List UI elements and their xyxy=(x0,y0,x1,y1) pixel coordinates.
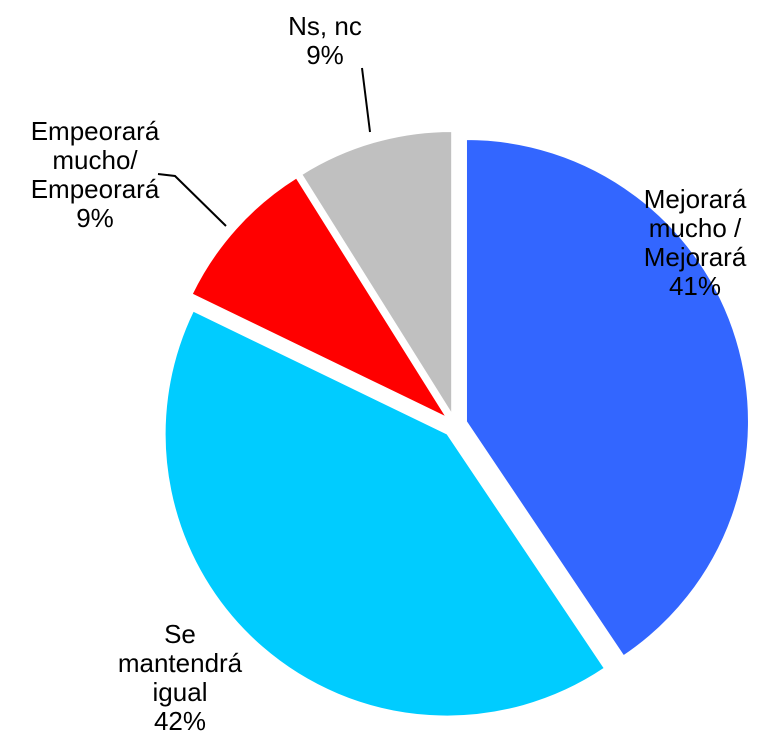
category-label: Se mantendrá igual xyxy=(117,619,243,707)
leader-line xyxy=(361,67,371,133)
value-label: 42% xyxy=(153,706,207,736)
pie-slice xyxy=(191,177,448,419)
category-label: Mejorará mucho / Mejorará xyxy=(643,184,747,272)
category-label: Empeorará mucho/ Empeorará xyxy=(30,116,160,204)
pie-slice xyxy=(301,130,453,416)
value-label: 41% xyxy=(668,271,722,301)
value-label: 9% xyxy=(76,203,114,233)
leader-line xyxy=(157,173,227,227)
value-label: 9% xyxy=(306,40,344,70)
slice-label: Ns, nc 9% xyxy=(250,12,400,70)
slice-label: Se mantendrá igual 42% xyxy=(105,620,255,736)
pie-slice xyxy=(164,310,605,717)
slice-label: Mejorará mucho / Mejorará 41% xyxy=(620,185,769,301)
slice-label: Empeorará mucho/ Empeorará 9% xyxy=(10,117,180,233)
pie-slice xyxy=(465,139,749,657)
category-label: Ns, nc xyxy=(288,11,362,41)
